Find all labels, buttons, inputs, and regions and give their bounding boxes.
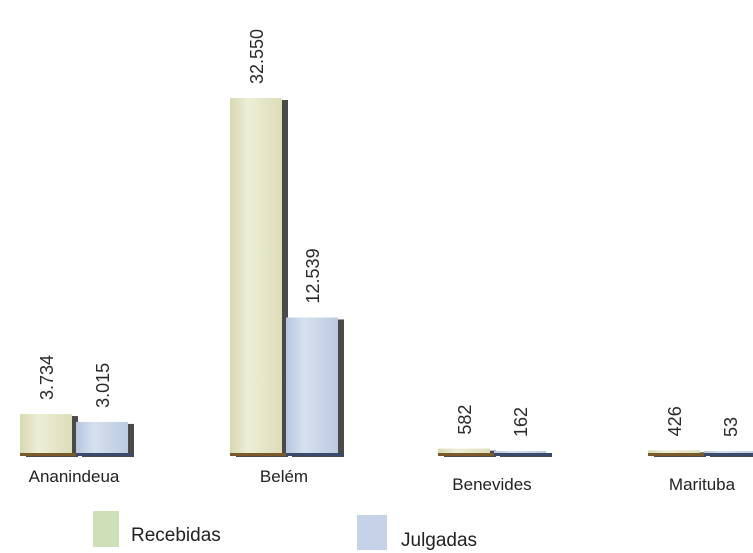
- legend: Recebidas Julgadas: [93, 511, 477, 551]
- legend-swatch-julgadas: [357, 515, 387, 550]
- value-label-recebidas-2: 582: [455, 405, 475, 435]
- value-label-julgadas-0: 3.015: [93, 363, 113, 408]
- bar-floor-julgadas-2: [494, 453, 552, 456]
- value-label-julgadas-1: 12.539: [303, 248, 323, 303]
- bar-floor-julgadas-0: [76, 453, 134, 456]
- bar-julgadas-1: [286, 317, 338, 455]
- category-label-1: Belém: [260, 467, 308, 486]
- bar-floor-julgadas-1: [286, 453, 344, 456]
- bar-floor-recebidas-3: [648, 453, 706, 456]
- value-label-recebidas-3: 426: [665, 406, 685, 436]
- bar-floor-recebidas-1: [230, 453, 288, 456]
- value-label-julgadas-2: 162: [511, 407, 531, 437]
- bar-recebidas-3: [648, 450, 700, 455]
- bar-floor-julgadas-3: [704, 453, 753, 456]
- value-label-julgadas-3: 53: [721, 417, 741, 437]
- legend-swatch-recebidas: [93, 511, 119, 547]
- category-label-0: Ananindeua: [29, 467, 120, 486]
- category-labels-layer: Ananindeua Belém Benevides Marituba: [29, 467, 736, 494]
- bar-floor-recebidas-2: [438, 453, 496, 456]
- value-label-recebidas-0: 3.734: [37, 355, 57, 400]
- value-label-recebidas-1: 32.550: [247, 29, 267, 84]
- category-label-3: Marituba: [669, 475, 736, 494]
- bar-recebidas-0: [20, 414, 72, 455]
- bar-julgadas-0: [76, 421, 128, 455]
- bar-recebidas-1: [230, 98, 282, 455]
- bar-floor-recebidas-0: [20, 453, 78, 456]
- value-labels-layer: 3.734 3.015 32.550 12.539 582 162 426 53: [37, 29, 741, 437]
- legend-label-recebidas: Recebidas: [131, 525, 221, 546]
- bar-recebidas-2: [438, 448, 490, 455]
- bars-layer: [20, 98, 753, 457]
- legend-label-julgadas: Julgadas: [401, 530, 477, 551]
- category-label-2: Benevides: [452, 475, 531, 494]
